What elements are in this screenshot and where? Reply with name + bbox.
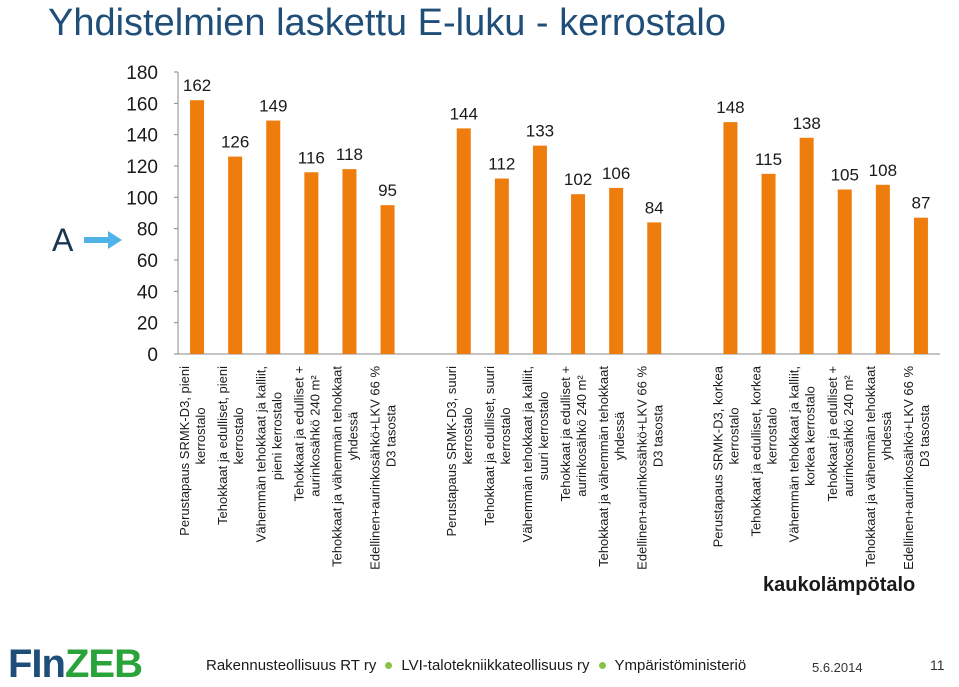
marker-label: A <box>52 222 74 258</box>
footer-date: 5.6.2014 <box>812 660 863 675</box>
x-tick-label: Edellinen+aurinkosähkö+LKV 66 %D3 tasost… <box>368 366 399 570</box>
x-tick-label: Vähemmän tehokkaat ja kalliit,suuri kerr… <box>520 366 551 542</box>
org-lvi: LVI-talotekniikkateollisuus ry <box>401 657 590 674</box>
x-tick-label: Perustapaus SRMK-D3, suurikerrostalo <box>444 366 475 537</box>
data-label: 105 <box>831 166 859 185</box>
x-tick-label: Vähemmän tehokkaat ja kalliit,korkea ker… <box>787 366 818 542</box>
page-title: Yhdistelmien laskettu E-luku - kerrostal… <box>48 2 726 44</box>
data-label: 133 <box>526 122 554 141</box>
finzeb-logo: FInZEB <box>8 642 143 686</box>
x-tick-label: Perustapaus SRMK-D3, pienikerrostalo <box>177 366 208 536</box>
x-tick-label: Tehokkaat ja vähemmän tehokkaatyhdessä <box>596 366 627 567</box>
bar <box>761 173 776 354</box>
y-tick-label: 140 <box>126 126 158 147</box>
x-tick-label: Edellinen+aurinkosähkö+LKV 66 %D3 tasost… <box>634 366 665 570</box>
bar <box>799 137 814 354</box>
bar <box>190 100 205 354</box>
bar <box>837 189 852 354</box>
bar <box>342 169 357 354</box>
data-label: 144 <box>450 104 478 123</box>
data-label: 95 <box>378 181 397 200</box>
bar <box>913 217 928 354</box>
data-label: 112 <box>488 155 515 174</box>
bullet-icon <box>385 662 393 669</box>
org-rt: Rakennusteollisuus RT ry <box>206 657 377 674</box>
bar <box>532 145 547 354</box>
y-tick-label: 40 <box>137 282 158 303</box>
x-tick-label: Tehokkaat ja edulliset +aurinkosähkö 240… <box>558 366 589 502</box>
x-tick-label: Tehokkaat ja edulliset +aurinkosähkö 240… <box>825 366 856 502</box>
bar <box>647 222 662 354</box>
y-tick-label: 0 <box>147 345 158 366</box>
bullet-icon <box>598 662 606 669</box>
bar <box>723 122 738 354</box>
data-label: 162 <box>183 76 211 95</box>
bar <box>380 205 395 354</box>
data-label: 116 <box>298 148 325 167</box>
x-tick-label: Tehokkaat ja edulliset, korkeakerrostalo <box>749 365 780 536</box>
data-label: 87 <box>911 194 930 213</box>
x-tick-label: Tehokkaat ja vähemmän tehokkaatyhdessä <box>863 366 894 567</box>
data-label: 148 <box>716 98 744 117</box>
data-label: 102 <box>564 170 592 189</box>
y-tick-label: 60 <box>137 251 158 272</box>
x-tick-label: Tehokkaat ja edulliset +aurinkosähkö 240… <box>291 366 322 502</box>
bar <box>228 156 243 354</box>
x-tick-label: Edellinen+aurinkosähkö+LKV 66 %D3 tasost… <box>901 366 932 570</box>
data-label: 149 <box>259 97 287 116</box>
bar <box>304 172 319 354</box>
y-tick-label: 120 <box>126 157 158 178</box>
bar-chart: 0 20 40 60 80 100 120 140 160 180 162 Perustapaus S… <box>126 63 940 570</box>
bar <box>266 120 281 354</box>
data-label: 106 <box>602 164 630 183</box>
org-ym: Ympäristöministeriö <box>614 657 747 674</box>
x-tick-label: Tehokkaat ja vähemmän tehokkaatyhdessä <box>329 366 360 567</box>
data-label: 84 <box>645 198 664 217</box>
bar <box>875 184 890 354</box>
x-tick-label: Tehokkaat ja edulliset, suurikerrostalo <box>482 366 513 526</box>
x-tick-label: Vähemmän tehokkaat ja kalliit,pieni kerr… <box>253 366 284 542</box>
data-label: 115 <box>755 150 782 169</box>
x-tick-label: Perustapaus SRMK-D3, korkeakerrostalo <box>710 365 741 547</box>
bar <box>609 187 624 354</box>
y-tick-label: 100 <box>126 188 158 209</box>
data-label: 118 <box>336 145 363 164</box>
footer-organizations: Rakennusteollisuus RT ry LVI-talotekniik… <box>206 657 746 674</box>
district-heating-label: kaukolämpötalo <box>763 574 916 596</box>
data-label: 108 <box>869 161 897 180</box>
y-tick-label: 160 <box>126 94 158 115</box>
y-tick-label: 20 <box>137 314 158 335</box>
data-label: 126 <box>221 133 249 152</box>
data-label: 138 <box>792 114 820 133</box>
y-tick-label: 80 <box>137 220 158 241</box>
y-tick-label: 180 <box>126 63 158 84</box>
x-tick-label: Tehokkaat ja edulliset, pienikerrostalo <box>215 366 246 525</box>
bar <box>494 178 509 354</box>
bar <box>456 128 471 354</box>
page-number: 11 <box>930 657 945 673</box>
bar <box>571 194 586 354</box>
arrow-right-icon <box>84 231 122 249</box>
